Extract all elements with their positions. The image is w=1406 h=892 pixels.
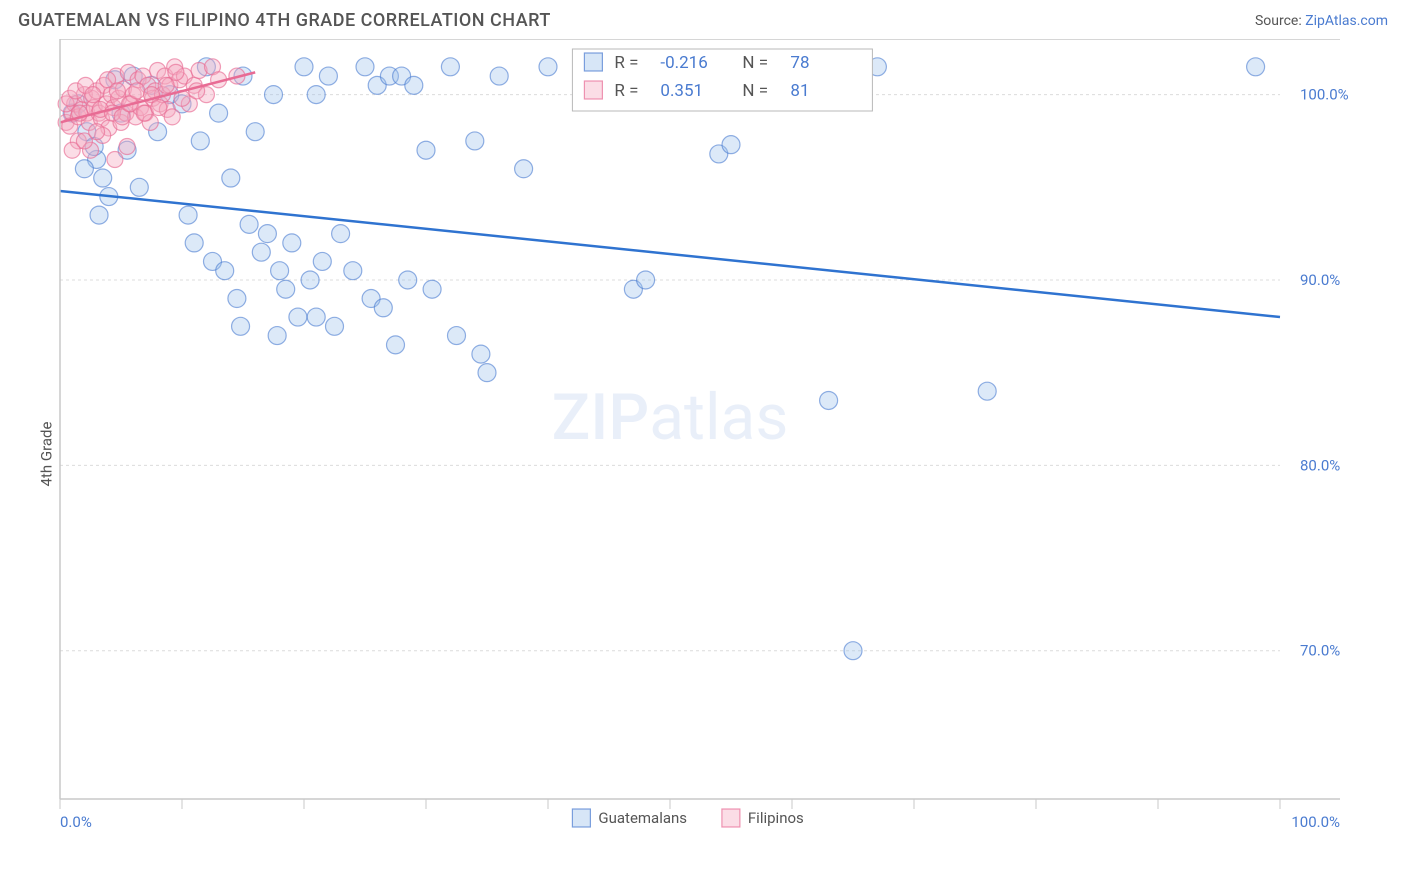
- data-point-blue: [130, 178, 148, 196]
- data-point-blue: [179, 206, 197, 224]
- data-point-blue: [637, 271, 655, 289]
- data-point-blue: [283, 234, 301, 252]
- data-point-blue: [228, 290, 246, 308]
- data-point-pink: [109, 83, 125, 99]
- data-point-blue: [295, 58, 313, 76]
- data-point-blue: [232, 317, 250, 335]
- legend-r-label: R =: [614, 81, 638, 101]
- bottom-legend-swatch: [722, 809, 740, 827]
- legend-swatch: [584, 53, 602, 71]
- chart-wrap: 4th Grade 70.0% 80.0% 90.0% 100.0% ZIPatlas 0…: [10, 39, 1396, 869]
- data-point-blue: [478, 364, 496, 382]
- data-point-blue: [423, 280, 441, 298]
- legend-n-value: 81: [790, 81, 809, 101]
- legend-swatch: [584, 81, 602, 99]
- data-point-blue: [240, 215, 258, 233]
- data-point-blue: [75, 160, 93, 178]
- legend-n-label: N =: [742, 53, 768, 73]
- chart-title: GUATEMALAN VS FILIPINO 4TH GRADE CORRELA…: [18, 10, 551, 31]
- x-tick-label: 100.0%: [1291, 813, 1340, 831]
- data-point-blue: [271, 262, 289, 280]
- data-point-blue: [313, 252, 331, 270]
- data-point-pink: [107, 151, 123, 167]
- data-point-blue: [252, 243, 270, 261]
- data-point-blue: [222, 169, 240, 187]
- bottom-legend-swatch: [572, 809, 590, 827]
- data-point-pink: [151, 100, 167, 116]
- data-point-blue: [844, 642, 862, 660]
- data-point-blue: [307, 308, 325, 326]
- data-point-blue: [326, 317, 344, 335]
- data-point-blue: [472, 345, 490, 363]
- x-tick-label: 0.0%: [60, 813, 92, 831]
- watermark: ZIPatlas: [552, 380, 789, 455]
- chart-container: GUATEMALAN VS FILIPINO 4TH GRADE CORRELA…: [10, 10, 1396, 882]
- legend-n-label: N =: [742, 81, 768, 101]
- data-point-blue: [289, 308, 307, 326]
- title-row: GUATEMALAN VS FILIPINO 4TH GRADE CORRELA…: [10, 10, 1396, 39]
- bottom-legend-label: Guatemalans: [598, 809, 687, 827]
- data-point-blue: [820, 391, 838, 409]
- data-point-pink: [85, 87, 101, 103]
- data-point-blue: [441, 58, 459, 76]
- data-point-blue: [466, 132, 484, 150]
- data-point-blue: [1247, 58, 1265, 76]
- data-point-blue: [268, 327, 286, 345]
- data-point-blue: [374, 299, 392, 317]
- legend-r-value: 0.351: [660, 81, 703, 101]
- data-point-blue: [490, 67, 508, 85]
- y-axis-label: 4th Grade: [37, 422, 55, 487]
- y-tick-label: 70.0%: [1300, 642, 1340, 660]
- data-point-blue: [539, 58, 557, 76]
- data-point-blue: [417, 141, 435, 159]
- data-point-blue: [246, 123, 264, 141]
- data-point-blue: [210, 104, 228, 122]
- data-point-pink: [129, 83, 145, 99]
- data-point-blue: [258, 225, 276, 243]
- data-point-blue: [277, 280, 295, 298]
- data-point-blue: [515, 160, 533, 178]
- bottom-legend-label: Filipinos: [748, 809, 804, 827]
- data-point-pink: [119, 139, 135, 155]
- data-point-blue: [405, 76, 423, 94]
- data-point-blue: [307, 86, 325, 104]
- data-point-blue: [191, 132, 209, 150]
- source-attribution: Source: ZipAtlas.com: [1255, 13, 1388, 29]
- data-point-blue: [356, 58, 374, 76]
- data-point-pink: [89, 124, 105, 140]
- data-point-blue: [399, 271, 417, 289]
- y-tick-label: 80.0%: [1300, 456, 1340, 474]
- scatter-chart: 70.0% 80.0% 90.0% 100.0% ZIPatlas 0.0% 100.0% R…: [10, 39, 1396, 869]
- data-point-blue: [185, 234, 203, 252]
- legend-n-value: 78: [790, 53, 809, 73]
- y-tick-label: 90.0%: [1300, 271, 1340, 289]
- legend-r-label: R =: [614, 53, 638, 73]
- data-point-blue: [722, 136, 740, 154]
- data-point-blue: [301, 271, 319, 289]
- data-point-pink: [164, 109, 180, 125]
- data-point-pink: [136, 105, 152, 121]
- y-tick-label: 100.0%: [1300, 86, 1349, 104]
- data-point-blue: [319, 67, 337, 85]
- legend-r-value: -0.216: [660, 53, 707, 73]
- source-link[interactable]: ZipAtlas.com: [1305, 13, 1388, 29]
- data-point-blue: [265, 86, 283, 104]
- data-point-blue: [344, 262, 362, 280]
- data-point-blue: [332, 225, 350, 243]
- source-prefix: Source:: [1255, 13, 1305, 29]
- data-point-blue: [387, 336, 405, 354]
- data-point-blue: [90, 206, 108, 224]
- data-point-blue: [978, 382, 996, 400]
- data-point-blue: [448, 327, 466, 345]
- data-point-blue: [94, 169, 112, 187]
- data-point-blue: [216, 262, 234, 280]
- data-point-pink: [168, 64, 184, 80]
